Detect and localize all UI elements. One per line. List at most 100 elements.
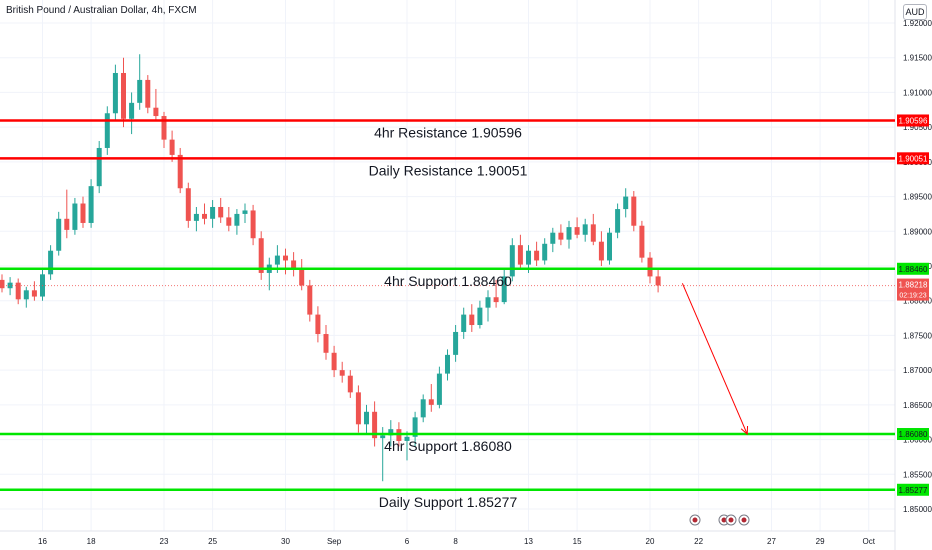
candle-body (420, 399, 426, 418)
candle-body (48, 250, 54, 275)
candle-body (31, 290, 37, 297)
x-tick-label: 30 (281, 537, 290, 546)
candle-body (145, 79, 151, 108)
y-tick-label: 1.87000 (903, 366, 932, 375)
x-tick-label: 15 (573, 537, 582, 546)
x-tick-label: 16 (38, 537, 47, 546)
level-label: Daily Resistance 1.90051 (369, 162, 528, 178)
candle-body (169, 139, 175, 155)
candle-body (501, 276, 507, 303)
candle-body (542, 243, 548, 261)
candle-body (104, 113, 110, 148)
countdown-label: 02:19:23 (899, 293, 926, 300)
level-price-tag-label: 1.86080 (899, 430, 928, 439)
y-tick-label: 1.91500 (903, 54, 932, 63)
projection-arrow-line (681, 283, 748, 435)
candle-body (185, 188, 191, 221)
y-tick-label: 1.86000 (903, 436, 932, 445)
candle-body (623, 196, 629, 210)
candle-body (493, 297, 499, 303)
candle-body (534, 250, 540, 261)
economic-event-flag-icon (721, 517, 727, 523)
candle-body (372, 411, 378, 439)
level-price-tag-label: 1.90051 (899, 154, 928, 163)
y-tick-label: 1.86500 (903, 401, 932, 410)
x-tick-label: Oct (862, 537, 875, 546)
candle-body (615, 209, 621, 233)
current-price-tag (897, 278, 929, 301)
candle-body (566, 227, 572, 240)
candle-body (23, 290, 29, 300)
candle-body (574, 227, 580, 235)
candle-body (291, 260, 297, 270)
candle-body (299, 269, 305, 286)
level-price-tag (897, 262, 929, 275)
y-tick-label: 1.87500 (903, 331, 932, 340)
y-tick-label: 1.91000 (903, 88, 932, 97)
candle-body (15, 282, 21, 300)
symbol-title: British Pound / Australian Dollar, 4h, F… (6, 5, 197, 16)
x-tick-label: 6 (405, 537, 410, 546)
candle-body (412, 417, 418, 437)
candle-body (404, 436, 410, 441)
candle-body (226, 217, 232, 226)
candle-body (639, 225, 645, 258)
currency-button[interactable]: AUD (903, 4, 927, 20)
candle-body (590, 224, 596, 242)
level-price-tag-label: 1.90596 (899, 116, 928, 125)
candle-body (88, 186, 94, 223)
candle-body (80, 203, 86, 223)
y-tick-label: 1.89500 (903, 193, 932, 202)
y-tick-label: 1.92000 (903, 19, 932, 28)
candle-body (250, 210, 256, 239)
economic-event-flag-icon (692, 517, 698, 523)
candle-body (509, 245, 515, 277)
level-label: 4hr Resistance 1.90596 (374, 124, 522, 140)
candle-body (72, 203, 78, 230)
candle-body (283, 255, 288, 261)
candle-body (469, 314, 475, 326)
candle-body (258, 238, 264, 273)
candle-body (598, 241, 604, 261)
level-price-tag-label: 1.88460 (899, 265, 928, 274)
level-label: Daily Support 1.85277 (379, 494, 518, 510)
y-tick-label: 1.85500 (903, 470, 932, 479)
candle-body (364, 411, 369, 425)
candle-body (112, 72, 118, 114)
x-tick-label: 27 (767, 537, 776, 546)
level-price-tag (897, 152, 929, 165)
economic-event-flag-icon (741, 517, 747, 523)
x-tick-label: 20 (646, 537, 655, 546)
level-label: 4hr Support 1.86080 (384, 438, 512, 454)
projection-arrow-head (740, 426, 749, 436)
y-tick-label: 1.89000 (903, 227, 932, 236)
candle-body (234, 213, 240, 226)
candle-body (526, 250, 531, 265)
candle-body (631, 196, 637, 226)
candle-body (380, 435, 386, 439)
x-tick-label: 22 (694, 537, 703, 546)
candle-body (153, 107, 159, 117)
candle-body (121, 72, 126, 119)
candle-body (210, 206, 216, 219)
candle-body (477, 307, 483, 326)
candle-body (137, 79, 143, 103)
x-tick-label: 13 (524, 537, 533, 546)
x-tick-label: 29 (816, 537, 825, 546)
candle-body (453, 331, 459, 355)
candle-body (64, 218, 70, 230)
candle-body (274, 255, 280, 265)
candle-body (315, 314, 321, 335)
level-price-tag (897, 428, 929, 441)
candle-body (96, 147, 102, 187)
candle-body (339, 370, 345, 376)
candle-body (607, 232, 612, 261)
candle-body (517, 245, 523, 265)
candle-body (56, 218, 62, 251)
candle-body (347, 375, 353, 393)
candle-body (550, 232, 556, 244)
candle-body (428, 399, 434, 405)
x-tick-label: Sep (327, 537, 342, 546)
